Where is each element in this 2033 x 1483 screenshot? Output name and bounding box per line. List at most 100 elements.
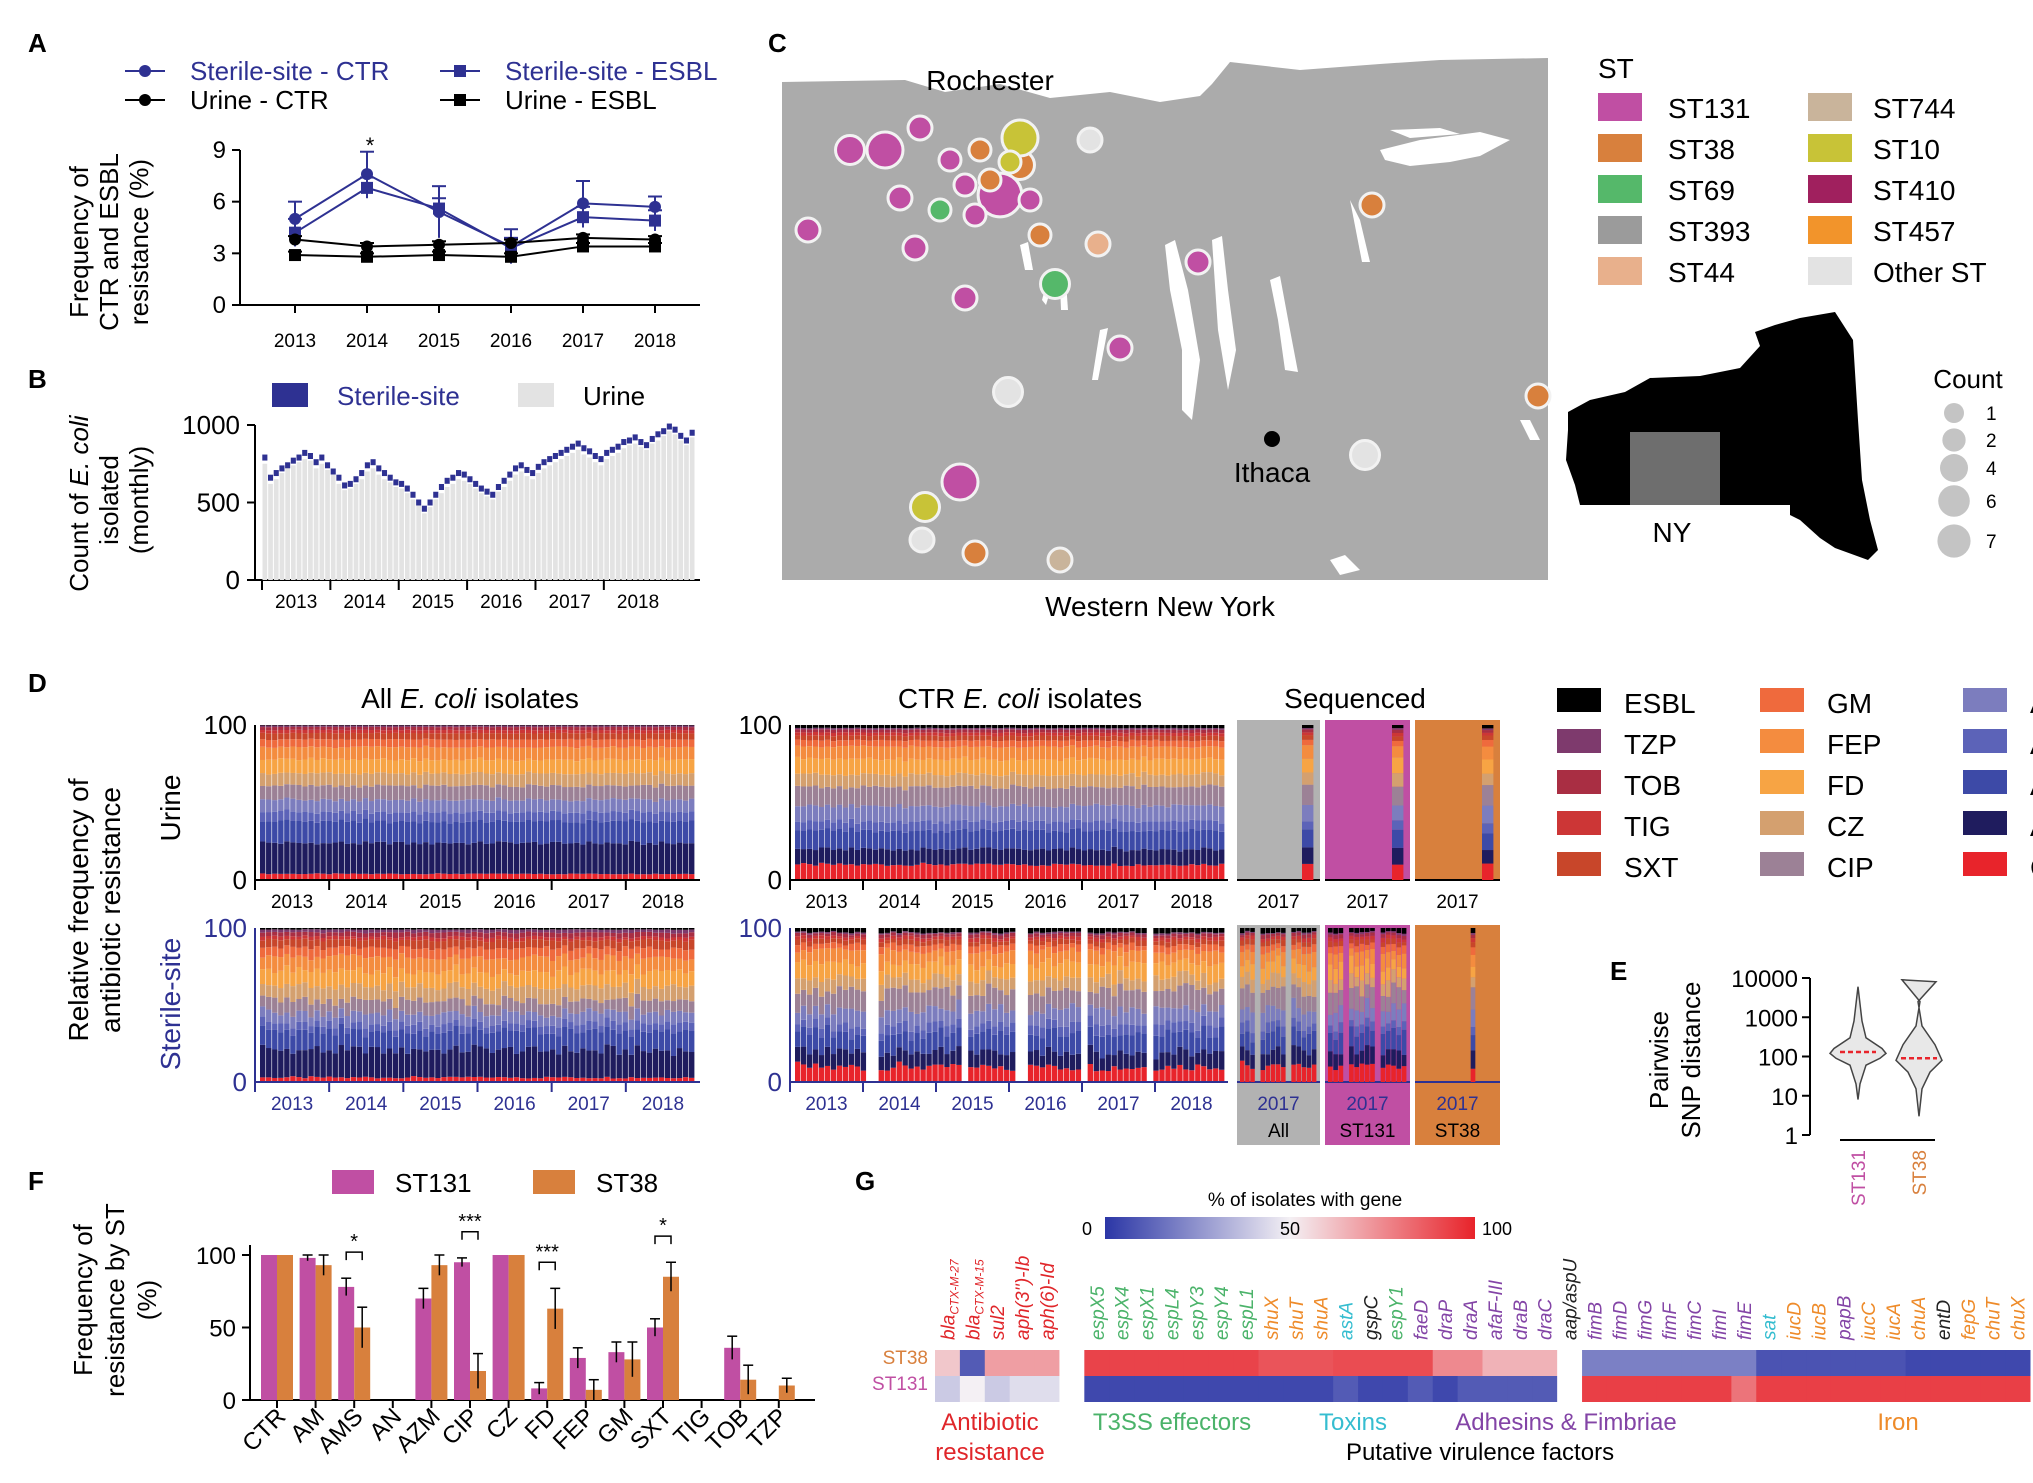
d-stack-segment — [1213, 936, 1219, 941]
d-stack-segment — [640, 1051, 647, 1078]
d-stack-segment — [926, 735, 932, 741]
d-stack-segment — [598, 949, 604, 960]
d-stack-segment — [1123, 741, 1129, 748]
d-stack-segment — [658, 725, 665, 727]
d-stack-segment — [992, 759, 998, 776]
d-stack-segment — [1153, 928, 1159, 934]
d-year-label: 2013 — [805, 892, 847, 913]
d-stack-segment — [459, 726, 465, 731]
d-stack-segment — [562, 759, 568, 775]
d-stack-segment — [314, 928, 320, 930]
d-stack-segment — [980, 1011, 986, 1024]
d-stack-segment — [507, 747, 514, 760]
d-stack-segment — [1069, 732, 1076, 736]
d-stack-segment — [598, 932, 604, 938]
d-stack-segment — [543, 1004, 550, 1018]
d-stack-segment — [1033, 1035, 1040, 1051]
d-stack-segment — [405, 844, 411, 874]
d-stack-segment — [1063, 928, 1070, 932]
d-stack-segment — [314, 1010, 320, 1021]
d-stack-segment — [1333, 1031, 1338, 1040]
d-stack-segment — [646, 957, 653, 972]
d-stack-segment — [610, 1029, 616, 1046]
d-stack-segment — [830, 822, 837, 832]
b-urine-bar — [359, 479, 365, 580]
d-stack-segment — [962, 740, 968, 746]
d-stack-segment — [405, 747, 411, 761]
d-stack-segment — [1135, 1067, 1141, 1082]
d-stack-segment — [1147, 732, 1153, 736]
d-stack-segment — [417, 1049, 423, 1078]
d-stack-segment — [795, 928, 801, 932]
d-stack-segment — [1021, 774, 1028, 787]
d-stack-segment — [278, 988, 284, 1003]
d-stack-segment — [1302, 725, 1314, 729]
map-water — [1020, 128, 1540, 575]
d-stack-segment — [1201, 939, 1207, 945]
d-stack-segment — [1135, 735, 1141, 741]
d-stack-segment — [944, 849, 950, 866]
b-sterile-mark — [364, 462, 370, 469]
d-stack-segment — [386, 1077, 393, 1082]
d-stack-segment — [1207, 725, 1213, 729]
d-stack-segment — [1301, 946, 1307, 955]
d-stack-segment — [1117, 932, 1123, 937]
d-stack-segment — [884, 937, 890, 941]
d-stack-segment — [1129, 990, 1135, 1008]
d-stack-segment — [290, 772, 296, 785]
d-stack-segment — [652, 730, 659, 734]
b-urine-bar — [535, 473, 541, 580]
d-stack-segment — [1159, 1036, 1165, 1053]
d-stack-segment — [356, 955, 363, 968]
d-stack-segment — [1069, 1054, 1076, 1071]
d-stack-segment — [812, 1005, 819, 1019]
d-stack-segment — [860, 950, 867, 964]
d-stack-segment — [1177, 821, 1183, 832]
d-stack-segment — [411, 974, 417, 988]
d-stack-segment — [836, 729, 843, 733]
d-stack-segment — [926, 1065, 932, 1082]
d-stack-segment — [1201, 933, 1207, 937]
d-stack-segment — [1129, 949, 1135, 962]
d-stack-segment — [531, 841, 538, 875]
d-stack-segment — [1141, 940, 1147, 947]
d-stack-segment — [896, 732, 902, 736]
d-stack-segment — [423, 842, 429, 875]
d-stack-segment — [1270, 950, 1276, 962]
d-stack-segment — [278, 729, 284, 734]
d-stack-segment — [1057, 944, 1064, 952]
d-stack-segment — [1141, 934, 1147, 938]
d-stack-segment — [884, 746, 890, 760]
d-stack-segment — [1135, 989, 1141, 1009]
d-stack-segment — [1069, 847, 1076, 864]
d-stack-segment — [543, 972, 550, 990]
d-stack-segment — [1117, 729, 1123, 733]
d-stack-segment — [314, 1020, 320, 1027]
d-stack-segment — [1153, 831, 1159, 851]
d-stack-segment — [1165, 729, 1171, 733]
d-stack-segment — [1063, 807, 1070, 823]
d-stack-segment — [338, 738, 344, 748]
d-stack-segment — [519, 986, 526, 1004]
d-stack-segment — [290, 986, 296, 1002]
d-stack-segment — [1141, 784, 1147, 805]
d-stack-segment — [1021, 786, 1028, 804]
d-stack-segment — [1135, 725, 1141, 729]
d-stack-segment — [556, 1054, 562, 1078]
d-stack-segment — [580, 823, 586, 845]
d-stack-segment — [1195, 729, 1201, 733]
d-stack-segment — [616, 998, 622, 1012]
d-stack-segment — [830, 935, 837, 939]
d-stack-segment — [429, 739, 435, 748]
d-stack-segment — [326, 998, 332, 1012]
d-stack-segment — [914, 1066, 920, 1082]
b-urine-bar — [501, 487, 507, 580]
d-stack-segment — [459, 940, 465, 950]
d-stack-segment — [1093, 740, 1099, 746]
d-stack-segment — [1333, 968, 1338, 984]
d-stack-segment — [920, 1012, 926, 1031]
d-stack-segment — [417, 801, 423, 815]
d-stack-segment — [296, 929, 302, 933]
d-stack-segment — [896, 1061, 902, 1082]
d-stack-segment — [1093, 1071, 1099, 1082]
